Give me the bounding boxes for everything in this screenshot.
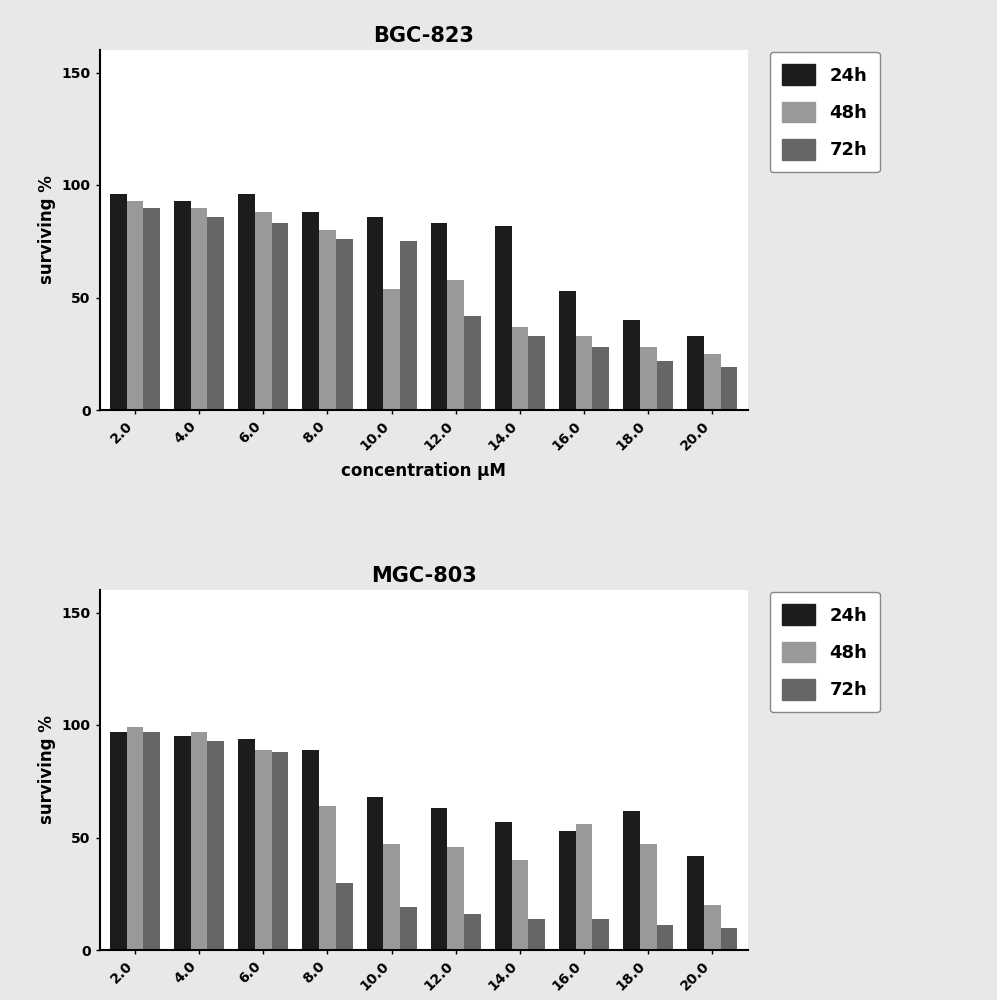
Bar [127, 727, 144, 950]
Legend: 24h, 48h, 72h: 24h, 48h, 72h [770, 52, 879, 172]
Title: MGC-803: MGC-803 [371, 566, 477, 586]
Bar [302, 212, 319, 410]
Bar [688, 856, 704, 950]
Bar [144, 208, 160, 410]
Bar [448, 279, 465, 410]
Bar [704, 354, 721, 410]
Bar [271, 223, 288, 410]
Bar [431, 223, 448, 410]
Bar [190, 208, 207, 410]
Bar [448, 846, 465, 950]
Bar [431, 808, 448, 950]
Bar [576, 824, 592, 950]
Bar [238, 738, 255, 950]
Bar [495, 822, 511, 950]
Title: BGC-823: BGC-823 [373, 26, 475, 46]
Bar [127, 201, 144, 410]
Bar [657, 360, 673, 410]
Bar [336, 239, 353, 410]
Bar [592, 919, 609, 950]
Bar [110, 194, 127, 410]
Bar [528, 919, 545, 950]
Bar [688, 336, 704, 410]
Bar [271, 752, 288, 950]
Bar [559, 291, 576, 410]
Bar [302, 750, 319, 950]
Bar [640, 347, 657, 410]
Bar [465, 914, 481, 950]
Bar [559, 831, 576, 950]
Bar [174, 201, 190, 410]
Bar [465, 316, 481, 410]
Bar [592, 347, 609, 410]
Bar [207, 741, 224, 950]
Bar [721, 367, 738, 410]
X-axis label: concentration μM: concentration μM [341, 462, 506, 480]
Bar [623, 810, 640, 950]
Bar [623, 320, 640, 410]
Bar [383, 288, 400, 410]
Bar [367, 797, 383, 950]
Bar [144, 732, 160, 950]
Legend: 24h, 48h, 72h: 24h, 48h, 72h [770, 592, 879, 712]
Bar [640, 844, 657, 950]
Bar [511, 860, 528, 950]
Bar [511, 327, 528, 410]
Bar [400, 241, 417, 410]
Bar [400, 907, 417, 950]
Bar [576, 336, 592, 410]
Bar [528, 336, 545, 410]
Bar [238, 194, 255, 410]
Bar [255, 750, 271, 950]
Bar [704, 905, 721, 950]
Bar [110, 732, 127, 950]
Y-axis label: surviving %: surviving % [38, 176, 56, 284]
Bar [174, 736, 190, 950]
Bar [383, 844, 400, 950]
Bar [721, 928, 738, 950]
Bar [657, 925, 673, 950]
Bar [319, 230, 336, 410]
Bar [495, 226, 511, 410]
Y-axis label: surviving %: surviving % [38, 716, 56, 824]
Bar [255, 212, 271, 410]
Bar [190, 732, 207, 950]
Bar [319, 806, 336, 950]
Bar [336, 883, 353, 950]
Bar [367, 217, 383, 410]
Bar [207, 217, 224, 410]
